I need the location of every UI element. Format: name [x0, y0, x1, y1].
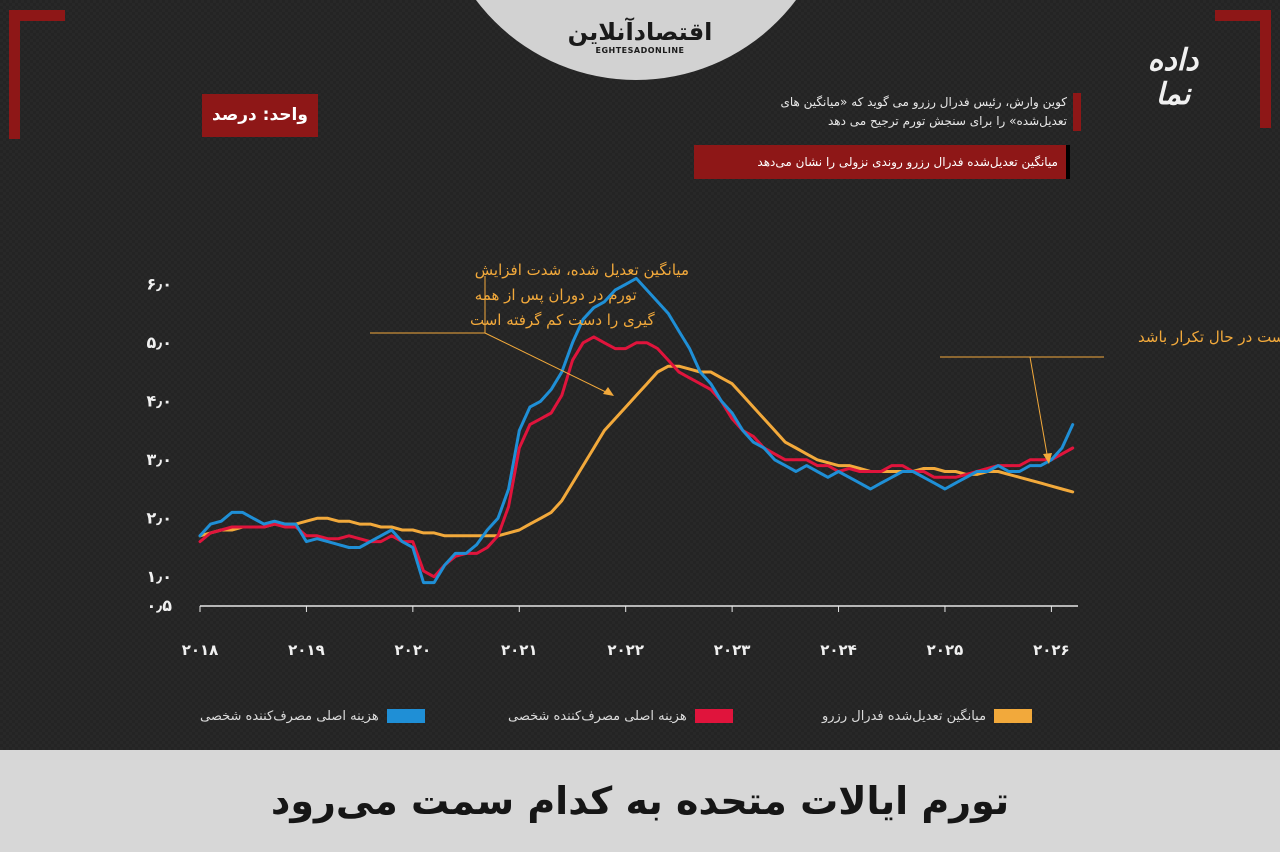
annotation-pandemic: میانگین تعدیل شده، شدت افزایش تورم در دو… [470, 261, 689, 329]
legend-item-core-pce-red: هزینه اصلی مصرف‌کننده شخصی [508, 703, 733, 729]
legend-swatch-blue [386, 709, 425, 723]
annotation-pandemic-arrow [484, 332, 613, 396]
x-tick-label: ۲۰۲۵ [927, 641, 964, 659]
site-logo: اقتصادآنلاین EGHTESADONLINE [560, 18, 720, 55]
annotation-pandemic-arrowhead [603, 387, 614, 396]
x-tick-label: ۲۰۲۰ [395, 641, 432, 659]
annotation-pandemic-line-2: تورم در دوران پس از همه [475, 286, 637, 305]
logo-main-text: اقتصادآنلاین [567, 18, 713, 46]
unit-label: واحد: درصد [202, 94, 318, 137]
y-tick-label: ۶٫۰ [146, 274, 172, 293]
x-tick-label: ۲۰۲۱ [501, 641, 538, 659]
x-tick-label: ۲۰۱۸ [182, 641, 219, 659]
series-line-core-pce-blue [198, 276, 1075, 585]
trend-note: میانگین تعدیل‌شده فدرال رزرو روندی نزولی… [694, 145, 1070, 179]
legend-swatch-red [694, 709, 733, 723]
y-tick-label: ۲٫۰ [146, 508, 172, 527]
annotation-repeat: تاریخ ممکن است در حال تکرار باشد [1138, 328, 1280, 346]
y-tick-label: ۳٫۰ [146, 450, 172, 469]
brand-logo: داده نما [1147, 43, 1199, 112]
legend-swatch-orange [994, 709, 1033, 723]
corner-frame-left [9, 10, 65, 139]
x-tick-label: ۲۰۲۶ [1033, 641, 1070, 659]
inflation-chart: ۰٫۵ ۱٫۰ ۲٫۰ ۳٫۰ ۴٫۰ ۵٫۰ ۶٫۰ ۲۰۱۸ ۲۰۱۹ ۲۰۲۰ ۲۰۲۱ ۲۰۲… [146, 261, 1280, 659]
annotation-pandemic-line-3: گیری را دست کم گرفته است [470, 311, 656, 329]
legend-label-core-pce-red: هزینه اصلی مصرف‌کننده شخصی [508, 708, 687, 724]
x-tick-label: ۲۰۲۲ [607, 641, 644, 659]
footer-title: تورم ایالات متحده به کدام سمت می‌رود [0, 750, 1280, 852]
series-line-trimmed-mean [198, 364, 1075, 538]
y-tick-label: ۰٫۵ [146, 596, 172, 615]
logo-sub-text: EGHTESADONLINE [595, 46, 685, 55]
y-tick-label: ۱٫۰ [146, 567, 172, 586]
legend-label-trimmed-mean: میانگین تعدیل‌شده فدرال رزرو [822, 708, 987, 724]
legend-item-trimmed-mean: میانگین تعدیل‌شده فدرال رزرو [822, 703, 1033, 729]
legend-label-core-pce-blue: هزینه اصلی مصرف‌کننده شخصی [200, 708, 379, 724]
quote-note: کوین وارش، رئیس فدرال رزرو می گوید که «م… [742, 93, 1081, 131]
y-tick-label: ۴٫۰ [146, 391, 172, 410]
y-tick-label: ۵٫۰ [146, 333, 172, 352]
x-tick-label: ۲۰۲۳ [714, 641, 751, 659]
corner-frame-right [1215, 10, 1271, 128]
legend-item-core-pce-blue: هزینه اصلی مصرف‌کننده شخصی [200, 703, 425, 729]
annotation-repeat-arrow [1029, 356, 1049, 461]
series-line-core-pce-red [198, 335, 1075, 579]
annotation-repeat-arrowhead [1043, 453, 1052, 464]
x-tick-label: ۲۰۲۴ [820, 641, 857, 659]
annotation-pandemic-line-1: میانگین تعدیل شده، شدت افزایش [475, 261, 689, 279]
x-tick-label: ۲۰۱۹ [288, 641, 325, 659]
